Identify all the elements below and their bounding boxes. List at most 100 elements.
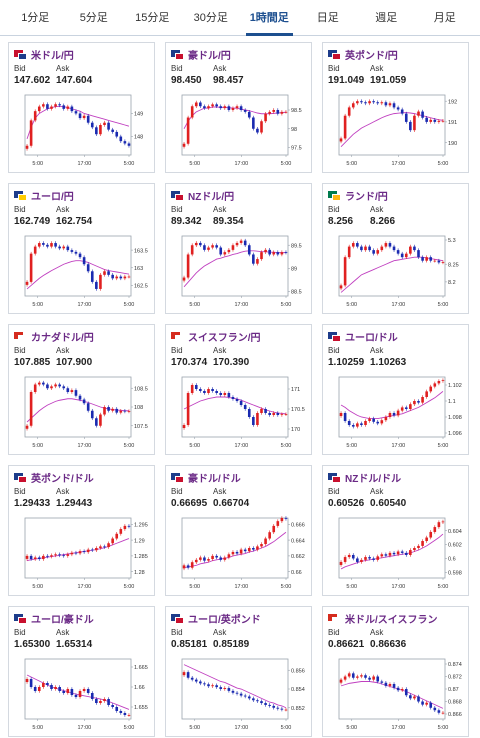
price-chart[interactable]: 0.666 0.664 0.662 0.66 5:00 17:00 5:00 bbox=[170, 514, 308, 592]
rate-card[interactable]: カナダドル/円 Bid Ask 107.885 107.900 108.5 108 107.5… bbox=[8, 324, 155, 455]
candle-body bbox=[280, 708, 284, 710]
currency-pair-link[interactable]: 英ポンド/円 bbox=[345, 50, 398, 62]
tab-timeframe[interactable]: 1時間足 bbox=[240, 0, 299, 36]
currency-pair-link[interactable]: ユーロ/円 bbox=[31, 191, 74, 203]
tab-timeframe[interactable]: 15分足 bbox=[135, 12, 170, 24]
price-chart[interactable]: 1.295 1.29 1.285 1.28 5:00 17:00 5:00 bbox=[13, 514, 151, 592]
tab-timeframe[interactable]: 週足 bbox=[375, 12, 398, 24]
candle-body bbox=[235, 692, 239, 694]
candle-body bbox=[409, 121, 412, 131]
card-header[interactable]: ユーロ/英ポンド bbox=[171, 611, 306, 626]
tab-timeframe[interactable]: 30分足 bbox=[193, 12, 228, 24]
rate-card[interactable]: 米ドル/スイスフラン Bid Ask 0.86621 0.86636 0.874 0.872… bbox=[322, 606, 469, 737]
currency-pair-link[interactable]: ユーロ/豪ドル bbox=[31, 614, 94, 626]
currency-pair-link[interactable]: 豪ドル/ドル bbox=[188, 473, 241, 485]
candle-body bbox=[78, 691, 82, 697]
card-header[interactable]: ユーロ/豪ドル bbox=[14, 611, 149, 626]
currency-pair-link[interactable]: ユーロ/ドル bbox=[345, 332, 398, 344]
rate-card[interactable]: ユーロ/円 Bid Ask 162.749 162.754 163.5 163 162.5 5:… bbox=[8, 183, 155, 314]
rate-card[interactable]: ランド/円 Bid Ask 8.256 8.266 5.3 8.25 8.2 5:00 17:00… bbox=[322, 183, 469, 314]
candle-body bbox=[356, 423, 359, 427]
rate-card[interactable]: ユーロ/ドル Bid Ask 1.10259 1.10263 1.102 1.1 1.098 1… bbox=[322, 324, 469, 455]
rate-card[interactable]: 英ポンド/ドル Bid Ask 1.29433 1.29443 1.295 1.29 1.28… bbox=[8, 465, 155, 596]
card-header[interactable]: NZドル/ドル bbox=[328, 470, 463, 485]
candle-body bbox=[400, 689, 404, 691]
price-chart[interactable]: 0.874 0.872 0.87 0.868 0.866 5:00 17:00 5:00 bbox=[327, 655, 465, 733]
rate-card[interactable]: ユーロ/英ポンド Bid Ask 0.85181 0.85189 0.856 0.854 0.… bbox=[165, 606, 312, 737]
currency-pair-link[interactable]: NZドル/円 bbox=[188, 191, 235, 203]
rate-card[interactable]: 米ドル/円 Bid Ask 147.602 147.604 149 148 5:00 17:00… bbox=[8, 42, 155, 173]
currency-pair-link[interactable]: 豪ドル/円 bbox=[188, 50, 231, 62]
price-chart[interactable]: 1.102 1.1 1.098 1.096 5:00 17:00 5:00 bbox=[327, 373, 465, 451]
card-header[interactable]: ユーロ/円 bbox=[14, 188, 149, 203]
candle-body bbox=[203, 683, 206, 685]
plot-frame bbox=[24, 376, 132, 438]
y-tick-label: 1.66 bbox=[134, 685, 145, 691]
rate-card[interactable]: ユーロ/豪ドル Bid Ask 1.65300 1.65314 1.665 1.66 1.65… bbox=[8, 606, 155, 737]
rate-card[interactable]: スイスフラン/円 Bid Ask 170.374 170.390 171 170.5 170 5… bbox=[165, 324, 312, 455]
price-chart[interactable]: 0.856 0.854 0.852 5:00 17:00 5:00 bbox=[170, 655, 308, 733]
bid-value: 1.65300 bbox=[14, 639, 51, 650]
currency-pair-link[interactable]: ランド/円 bbox=[345, 191, 388, 203]
price-chart[interactable]: 149 148 5:00 17:00 5:00 bbox=[13, 91, 151, 169]
card-header[interactable]: スイスフラン/円 bbox=[171, 329, 306, 344]
currency-pair-link[interactable]: NZドル/ドル bbox=[345, 473, 402, 485]
price-chart[interactable]: 171 170.5 170 5:00 17:00 5:00 bbox=[170, 373, 308, 451]
price-chart[interactable]: 108.5 108 107.5 5:00 17:00 5:00 bbox=[13, 373, 151, 451]
candle-body bbox=[99, 546, 102, 548]
currency-pair-link[interactable]: 英ポンド/ドル bbox=[31, 473, 94, 485]
x-tick-label: 5:00 bbox=[189, 584, 200, 590]
currency-pair-link[interactable]: スイスフラン/円 bbox=[188, 332, 261, 344]
card-header[interactable]: 米ドル/スイスフラン bbox=[328, 611, 463, 626]
price-chart[interactable]: 192 191 190 5:00 17:00 5:00 bbox=[327, 91, 465, 169]
candle-body bbox=[376, 421, 380, 424]
candle-body bbox=[86, 264, 90, 272]
price-chart[interactable]: 1.665 1.66 1.655 5:00 17:00 5:00 bbox=[13, 655, 151, 733]
card-header[interactable]: 英ポンド/ドル bbox=[14, 470, 149, 485]
price-chart[interactable]: 98.5 98 97.5 5:00 17:00 5:00 bbox=[170, 91, 308, 169]
x-tick-label: 5:00 bbox=[346, 584, 357, 590]
card-header[interactable]: NZドル/円 bbox=[171, 188, 306, 203]
candle-body bbox=[256, 413, 259, 425]
candle-body bbox=[284, 111, 288, 113]
candle-body bbox=[384, 417, 388, 421]
candle-body bbox=[58, 687, 61, 691]
rate-card[interactable]: NZドル/円 Bid Ask 89.342 89.354 89.5 89 88.5 5:00 17… bbox=[165, 183, 312, 314]
candle-body bbox=[351, 554, 355, 559]
card-header[interactable]: ユーロ/ドル bbox=[328, 329, 463, 344]
card-header[interactable]: 豪ドル/ドル bbox=[171, 470, 306, 485]
card-header[interactable]: 米ドル/円 bbox=[14, 47, 149, 62]
timeframe-tabs: 1分足 5分足 15分足 30分足 1時間足 日足 週足 月足 bbox=[0, 0, 480, 36]
currency-pair-link[interactable]: カナダドル/円 bbox=[31, 332, 94, 344]
rate-card[interactable]: 英ポンド/円 Bid Ask 191.049 191.059 192 191 190 5:00 1… bbox=[322, 42, 469, 173]
price-chart[interactable]: 163.5 163 162.5 5:00 17:00 5:00 bbox=[13, 232, 151, 310]
ask-value: 0.85189 bbox=[213, 639, 250, 650]
card-header[interactable]: 豪ドル/円 bbox=[171, 47, 306, 62]
candle-body bbox=[384, 682, 388, 686]
price-chart[interactable]: 5.3 8.25 8.2 5:00 17:00 5:00 bbox=[327, 232, 465, 310]
price-chart[interactable]: 0.604 0.602 0.6 0.598 5:00 17:00 5:00 bbox=[327, 514, 465, 592]
currency-pair-link[interactable]: ユーロ/英ポンド bbox=[188, 614, 261, 626]
tab-timeframe[interactable]: 5分足 bbox=[79, 12, 108, 24]
y-tick-label: 1.098 bbox=[448, 415, 462, 421]
plot-frame bbox=[338, 658, 446, 720]
candle-body bbox=[25, 679, 29, 682]
rate-card[interactable]: NZドル/ドル Bid Ask 0.60526 0.60540 0.604 0.602 0.6… bbox=[322, 465, 469, 596]
rate-card[interactable]: 豪ドル/ドル Bid Ask 0.66695 0.66704 0.666 0.664 0.66… bbox=[165, 465, 312, 596]
card-header[interactable]: 英ポンド/円 bbox=[328, 47, 463, 62]
tab-timeframe[interactable]: 月足 bbox=[433, 12, 456, 24]
currency-pair-link[interactable]: 米ドル/円 bbox=[31, 50, 74, 62]
card-header[interactable]: ランド/円 bbox=[328, 188, 463, 203]
tab-timeframe[interactable]: 日足 bbox=[316, 12, 339, 24]
candle-body bbox=[380, 102, 384, 104]
rate-card[interactable]: 豪ドル/円 Bid Ask 98.450 98.457 98.5 98 97.5 5:00 17:… bbox=[165, 42, 312, 173]
candle-body bbox=[66, 106, 70, 109]
price-chart[interactable]: 89.5 89 88.5 5:00 17:00 5:00 bbox=[170, 232, 308, 310]
currency-pair-link[interactable]: 米ドル/スイスフラン bbox=[345, 614, 438, 626]
ask-label: Ask bbox=[56, 487, 70, 496]
candle-body bbox=[437, 260, 441, 263]
plot-frame bbox=[24, 658, 132, 720]
card-header[interactable]: カナダドル/円 bbox=[14, 329, 149, 344]
candle-body bbox=[380, 246, 384, 251]
tab-timeframe[interactable]: 1分足 bbox=[21, 12, 50, 24]
